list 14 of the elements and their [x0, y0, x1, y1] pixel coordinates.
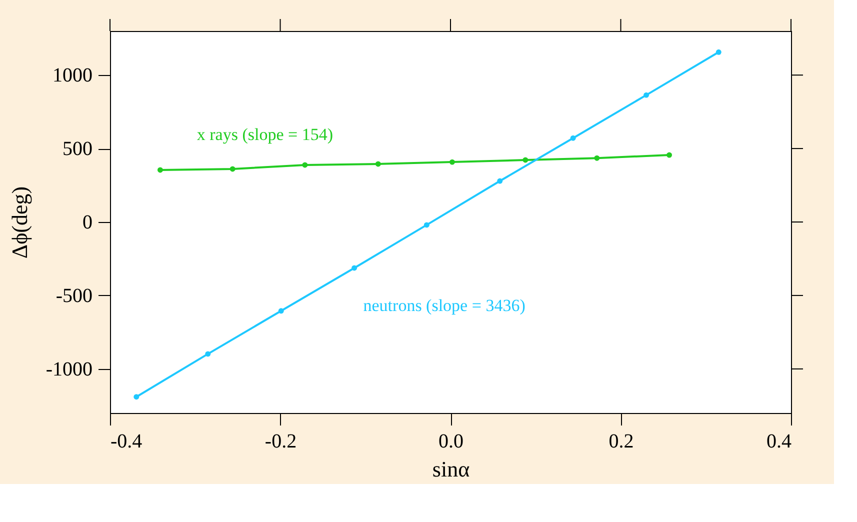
series-label: neutrons (slope = 3436)	[363, 296, 526, 315]
x-tick-label: 0.2	[608, 430, 634, 452]
x-tick-label: 0.4	[766, 430, 792, 452]
x-axis-title: sinα	[432, 456, 470, 482]
x-tick-label: -0.4	[110, 430, 142, 452]
y-tick-label: 0	[82, 212, 92, 234]
series-label: x rays (slope = 154)	[196, 124, 333, 144]
y-tick-label: 1000	[52, 64, 92, 87]
y-tick-label: -1000	[46, 358, 92, 380]
y-axis-title: Δϕ(deg)	[6, 186, 32, 259]
x-tick-label: 0.0	[438, 430, 464, 452]
y-tick-label: -500	[56, 284, 92, 307]
x-tick-label: -0.2	[264, 430, 297, 452]
y-tick-label: 500	[62, 138, 92, 160]
